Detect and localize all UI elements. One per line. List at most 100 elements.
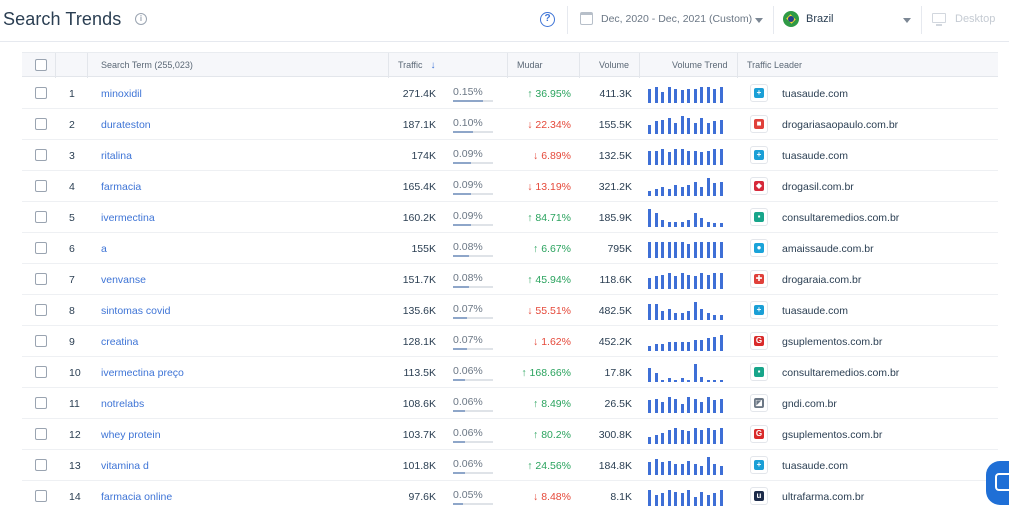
table-row[interactable]: 10 ivermectina preço 113.5K 0.06% ↑ 168.66% 1… <box>22 357 998 388</box>
table-row[interactable]: 13 vitamina d 101.8K 0.06% ↑ 24.56% 184.8K + tu… <box>22 450 998 481</box>
search-term-link[interactable]: whey protein <box>101 429 161 441</box>
search-term-link[interactable]: creatina <box>101 336 139 348</box>
traffic-share: 0.08% <box>453 241 483 253</box>
trend-bar <box>719 149 723 165</box>
table-row[interactable]: 6 a 155K 0.08% ↑ 6.67% 795K ● amaissaude.com.br <box>22 233 998 264</box>
traffic-leader-domain[interactable]: tuasaude.com <box>782 305 848 317</box>
row-checkbox[interactable] <box>35 335 47 347</box>
trend-bar <box>693 89 697 103</box>
trend-bar <box>719 399 723 413</box>
traffic-share-fill <box>453 286 469 288</box>
row-checkbox[interactable] <box>35 211 47 223</box>
search-term-link[interactable]: ritalina <box>101 150 132 162</box>
traffic-leader-domain[interactable]: drogasil.com.br <box>782 181 854 193</box>
search-term-link[interactable]: farmacia online <box>101 491 173 503</box>
trend-bar <box>713 337 716 351</box>
table-row[interactable]: 8 sintomas covid 135.6K 0.07% ↓ 55.51% 482.5K… <box>22 295 998 326</box>
help-icon[interactable]: ? <box>540 12 555 27</box>
table-row[interactable]: 11 notrelabs 108.6K 0.06% ↑ 8.49% 26.5K ◪ gndi.… <box>22 388 998 419</box>
trend-bar <box>680 222 684 227</box>
row-checkbox[interactable] <box>35 304 47 316</box>
search-term-link[interactable]: a <box>101 243 107 255</box>
traffic-leader-domain[interactable]: tuasaude.com <box>782 460 848 472</box>
search-term-link[interactable]: durateston <box>101 119 151 131</box>
search-term-link[interactable]: vitamina d <box>101 460 149 472</box>
trend-bar <box>706 495 710 506</box>
traffic-leader-domain[interactable]: drogaraia.com.br <box>782 274 862 286</box>
table-row[interactable]: 5 ivermectina 160.2K 0.09% ↑ 84.71% 185.9K ▪ co… <box>22 202 998 233</box>
trend-bar <box>693 497 697 506</box>
trend-bar <box>648 209 651 227</box>
traffic-leader-domain[interactable]: gndi.com.br <box>782 398 837 410</box>
traffic-leader-domain[interactable]: amaissaude.com.br <box>782 243 874 255</box>
sort-desc-icon[interactable]: ↓ <box>430 60 436 71</box>
table-row[interactable]: 2 durateston 187.1K 0.10% ↓ 22.34% 155.5K ■ dro… <box>22 109 998 140</box>
trend-bar <box>654 242 658 258</box>
traffic-leader-domain[interactable]: consultaremedios.com.br <box>782 367 900 379</box>
row-checkbox[interactable] <box>35 459 47 471</box>
table-row[interactable]: 3 ritalina 174K 0.09% ↓ 6.89% 132.5K + tuasaude… <box>22 140 998 171</box>
column-header-traffic[interactable]: Traffic ↓ <box>398 60 436 71</box>
table-row[interactable]: 7 venvanse 151.7K 0.08% ↑ 45.94% 118.6K ✚ droga… <box>22 264 998 295</box>
search-term-link[interactable]: ivermectina <box>101 212 155 224</box>
table-row[interactable]: 4 farmacia 165.4K 0.09% ↓ 13.19% 321.2K ◆ droga… <box>22 171 998 202</box>
traffic-leader-domain[interactable]: consultaremedios.com.br <box>782 212 900 224</box>
search-term-link[interactable]: venvanse <box>101 274 146 286</box>
trend-bar <box>693 340 697 351</box>
change-value: ↓ 8.48% <box>533 491 571 503</box>
row-checkbox[interactable] <box>35 428 47 440</box>
traffic-leader-domain[interactable]: tuasaude.com <box>782 150 848 162</box>
volume-trend-sparkline <box>648 209 728 227</box>
row-checkbox[interactable] <box>35 397 47 409</box>
table-row[interactable]: 14 farmacia online 97.6K 0.05% ↓ 8.48% 8.1K u u… <box>22 481 998 511</box>
trend-bar <box>674 464 677 475</box>
column-header-change[interactable]: Mudar <box>517 60 543 70</box>
trend-bar <box>648 400 651 413</box>
search-term-link[interactable]: minoxidil <box>101 88 142 100</box>
info-icon[interactable]: i <box>135 13 147 25</box>
search-term-link[interactable]: sintomas covid <box>101 305 171 317</box>
trend-bar <box>700 187 703 196</box>
country-picker[interactable]: Brazil <box>782 8 912 32</box>
date-range-picker[interactable]: Dec, 2020 - Dec, 2021 (Custom) <box>578 8 768 32</box>
select-all-checkbox[interactable] <box>35 59 47 71</box>
trend-bar <box>706 428 710 444</box>
column-header-term[interactable]: Search Term (255,023) <box>101 60 193 70</box>
trend-bar <box>700 340 703 351</box>
traffic-leader-domain[interactable]: gsuplementos.com.br <box>782 336 883 348</box>
row-checkbox[interactable] <box>35 149 47 161</box>
traffic-leader-domain[interactable]: drogariasaopaulo.com.br <box>782 119 899 131</box>
traffic-share-bar <box>453 131 493 133</box>
traffic-share-fill <box>453 441 465 443</box>
row-checkbox[interactable] <box>35 180 47 192</box>
row-checkbox[interactable] <box>35 366 47 378</box>
chat-widget-button[interactable] <box>986 461 1009 505</box>
row-index: 10 <box>69 367 81 379</box>
row-checkbox[interactable] <box>35 490 47 502</box>
row-checkbox[interactable] <box>35 118 47 130</box>
search-term-link[interactable]: farmacia <box>101 181 142 193</box>
traffic-share: 0.10% <box>453 117 483 129</box>
favicon-glyph: u <box>754 491 764 501</box>
search-term-link[interactable]: notrelabs <box>101 398 145 410</box>
search-term-link[interactable]: ivermectina preço <box>101 367 184 379</box>
row-checkbox[interactable] <box>35 273 47 285</box>
trend-bar <box>661 92 664 103</box>
trend-bar <box>687 431 690 444</box>
trend-bar <box>693 182 697 196</box>
traffic-leader-domain[interactable]: gsuplementos.com.br <box>782 429 883 441</box>
table-row[interactable]: 1 minoxidil 271.4K 0.15% ↑ 36.95% 411.3K + tuas… <box>22 78 998 109</box>
trend-bar <box>693 151 697 165</box>
column-header-volume[interactable]: Volume <box>599 60 630 70</box>
traffic-leader-domain[interactable]: tuasaude.com <box>782 88 848 100</box>
device-picker[interactable]: Desktop <box>932 8 1009 32</box>
traffic-value: 160.2K <box>402 212 436 224</box>
trend-bar <box>680 149 684 165</box>
row-checkbox[interactable] <box>35 242 47 254</box>
trend-bar <box>667 222 671 227</box>
traffic-leader-domain[interactable]: ultrafarma.com.br <box>782 491 865 503</box>
trend-bar <box>719 120 723 134</box>
row-checkbox[interactable] <box>35 87 47 99</box>
